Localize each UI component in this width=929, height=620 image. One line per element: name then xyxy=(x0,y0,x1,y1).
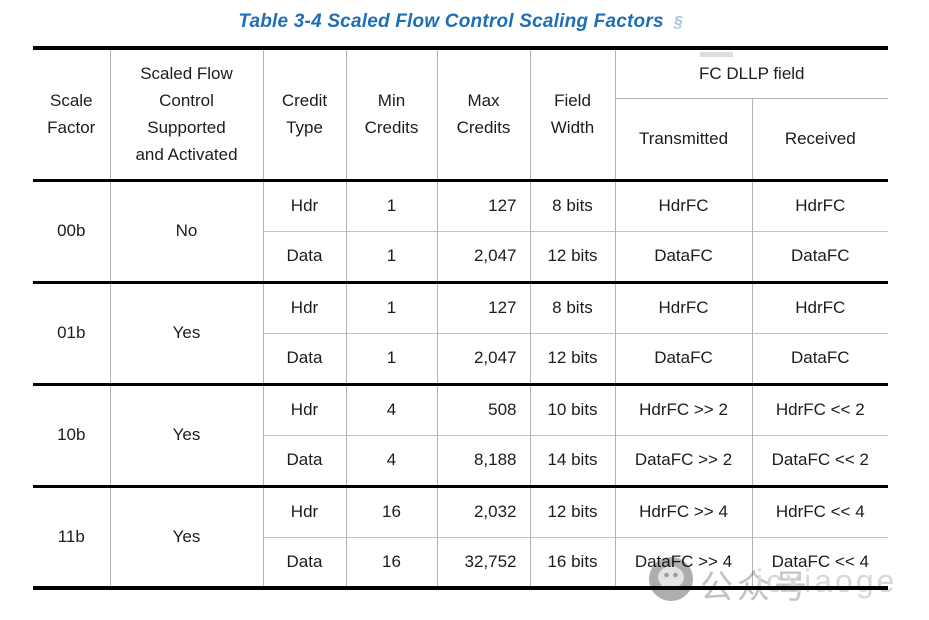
cell-min-credits: 1 xyxy=(345,180,437,231)
cell-field-width: 12 bits xyxy=(529,332,615,384)
table-row: 00b No Hdr 1 127 8 bits HdrFC HdrFC xyxy=(33,180,889,282)
cell-transmitted: HdrFC xyxy=(614,180,752,231)
cell-credit-type: Data xyxy=(262,230,346,282)
header-field-width: Field Width xyxy=(529,48,615,180)
cell-credit-type: Data xyxy=(262,536,346,588)
header-scale-factor: Scale Factor xyxy=(47,91,96,138)
cell-scale-factor: 01b xyxy=(57,323,86,342)
cell-scale-factor: 10b xyxy=(57,425,86,444)
cell-received: DataFC << 2 xyxy=(751,434,889,486)
cell-field-width: 10 bits xyxy=(529,384,615,435)
cell-received: HdrFC xyxy=(751,180,889,231)
cell-min-credits: 4 xyxy=(345,434,437,486)
cell-credit-type: Hdr xyxy=(262,384,346,435)
header-received: Received xyxy=(751,98,889,180)
cell-field-width: 12 bits xyxy=(529,230,615,282)
cell-transmitted: HdrFC xyxy=(614,282,752,333)
cell-field-width: 8 bits xyxy=(529,282,615,333)
cell-credit-type: Hdr xyxy=(262,486,346,537)
cell-max-credits: 2,047 xyxy=(436,332,530,384)
table-row: 10b Yes Hdr 4 508 10 bits HdrFC >> 2 Hdr… xyxy=(33,384,889,486)
cell-received: HdrFC xyxy=(751,282,889,333)
header-min-credits: Min Credits xyxy=(345,48,437,180)
cell-min-credits: 4 xyxy=(345,384,437,435)
cell-transmitted: DataFC xyxy=(614,332,752,384)
group-10b: 10b Yes Hdr 4 508 10 bits HdrFC >> 2 Hdr… xyxy=(33,384,889,486)
cell-supported: Yes xyxy=(109,486,263,588)
group-11b: 11b Yes Hdr 16 2,032 12 bits HdrFC >> 4 … xyxy=(33,486,889,588)
cell-min-credits: 1 xyxy=(345,230,437,282)
cell-received: DataFC xyxy=(751,332,889,384)
cell-transmitted: HdrFC >> 2 xyxy=(614,384,752,435)
cell-received: DataFC << 4 xyxy=(751,536,889,588)
table-caption: Table 3-4 Scaled Flow Control Scaling Fa… xyxy=(33,11,888,33)
cell-field-width: 12 bits xyxy=(529,486,615,537)
table-row: Data 1 2,047 12 bits DataFC DataFC xyxy=(33,332,889,384)
cell-credit-type: Data xyxy=(262,434,346,486)
cell-max-credits: 8,188 xyxy=(436,434,530,486)
table-row: 01b Yes Hdr 1 127 8 bits HdrFC HdrFC xyxy=(33,282,889,384)
cell-credit-type: Hdr xyxy=(262,180,346,231)
scaled-flow-control-table: Scale Factor Scaled Flow Control Support… xyxy=(33,46,889,590)
table-row: Data 16 32,752 16 bits DataFC >> 4 DataF… xyxy=(33,536,889,588)
table-row: Data 1 2,047 12 bits DataFC DataFC xyxy=(33,230,889,282)
table-row: 11b Yes Hdr 16 2,032 12 bits HdrFC >> 4 … xyxy=(33,486,889,588)
cell-min-credits: 16 xyxy=(345,486,437,537)
cell-max-credits: 2,032 xyxy=(436,486,530,537)
cell-received: HdrFC << 4 xyxy=(751,486,889,537)
header-fc-dllp-field: FC DLLP field xyxy=(614,48,889,99)
cell-max-credits: 508 xyxy=(436,384,530,435)
group-01b: 01b Yes Hdr 1 127 8 bits HdrFC HdrFC Dat… xyxy=(33,282,889,384)
cell-supported: No xyxy=(109,180,263,282)
cell-received: DataFC xyxy=(751,230,889,282)
group-00b: 00b No Hdr 1 127 8 bits HdrFC HdrFC Data… xyxy=(33,180,889,282)
cell-field-width: 14 bits xyxy=(529,434,615,486)
cell-supported: Yes xyxy=(109,384,263,486)
cell-max-credits: 127 xyxy=(436,180,530,231)
cell-credit-type: Data xyxy=(262,332,346,384)
cell-max-credits: 127 xyxy=(436,282,530,333)
section-anchor-link[interactable]: § xyxy=(673,14,683,31)
header-transmitted: Transmitted xyxy=(614,98,752,180)
cell-field-width: 8 bits xyxy=(529,180,615,231)
header-max-credits: Max Credits xyxy=(436,48,530,180)
header-credit-type: Credit Type xyxy=(262,48,346,180)
cell-transmitted: DataFC >> 4 xyxy=(614,536,752,588)
cell-min-credits: 16 xyxy=(345,536,437,588)
cell-max-credits: 32,752 xyxy=(436,536,530,588)
cell-max-credits: 2,047 xyxy=(436,230,530,282)
cell-min-credits: 1 xyxy=(345,282,437,333)
cell-min-credits: 1 xyxy=(345,332,437,384)
cell-received: HdrFC << 2 xyxy=(751,384,889,435)
cell-transmitted: HdrFC >> 4 xyxy=(614,486,752,537)
table-title: Table 3-4 Scaled Flow Control Scaling Fa… xyxy=(238,11,664,32)
cell-credit-type: Hdr xyxy=(262,282,346,333)
cell-field-width: 16 bits xyxy=(529,536,615,588)
table-row: Data 4 8,188 14 bits DataFC >> 2 DataFC … xyxy=(33,434,889,486)
cell-transmitted: DataFC xyxy=(614,230,752,282)
header-supported-activated: Scaled Flow Control Supported and Activa… xyxy=(109,48,263,180)
cell-scale-factor: 11b xyxy=(57,526,85,546)
cell-supported: Yes xyxy=(109,282,263,384)
cell-scale-factor: 00b xyxy=(57,221,86,240)
cell-transmitted: DataFC >> 2 xyxy=(614,434,752,486)
